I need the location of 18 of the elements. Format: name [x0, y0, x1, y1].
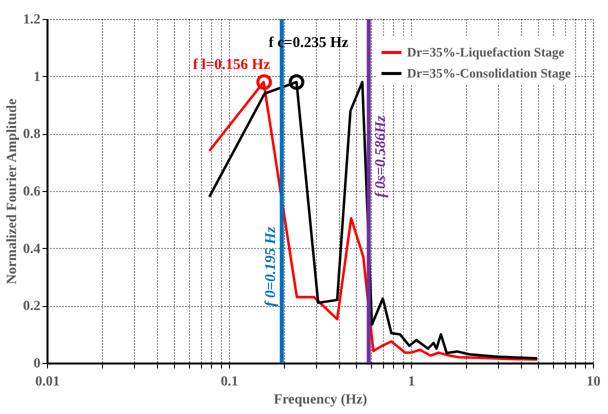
y-tick-label: 0	[34, 356, 40, 372]
annotation: f l=0.156 Hz	[192, 57, 270, 74]
y-tick-label: 0.6	[23, 184, 40, 200]
y-tick-label: 0.2	[23, 299, 40, 314]
x-axis-title: Frequency (Hz)	[274, 392, 368, 408]
x-tick-label: 10	[586, 374, 600, 390]
ref-line-label: f 0=0.195 Hz	[262, 226, 279, 307]
y-tick-label: 0.4	[23, 242, 40, 257]
x-tick-label: 1	[408, 374, 415, 390]
y-tick-label: 1	[34, 70, 40, 85]
y-tick-label: 0.8	[23, 127, 40, 142]
x-tick-label: 0.01	[35, 374, 60, 390]
legend-label: Dr=35%-Consolidation Stage	[407, 66, 572, 80]
y-tick-label: 1.2	[23, 12, 40, 28]
ref-line-label: f 0s=0.586Hz	[372, 116, 389, 198]
legend-label: Dr=35%-Liquefaction Stage	[407, 44, 564, 60]
y-axis-title: Normalized Fourier Amplitude	[5, 98, 20, 284]
x-tick-label: 0.1	[220, 374, 238, 390]
